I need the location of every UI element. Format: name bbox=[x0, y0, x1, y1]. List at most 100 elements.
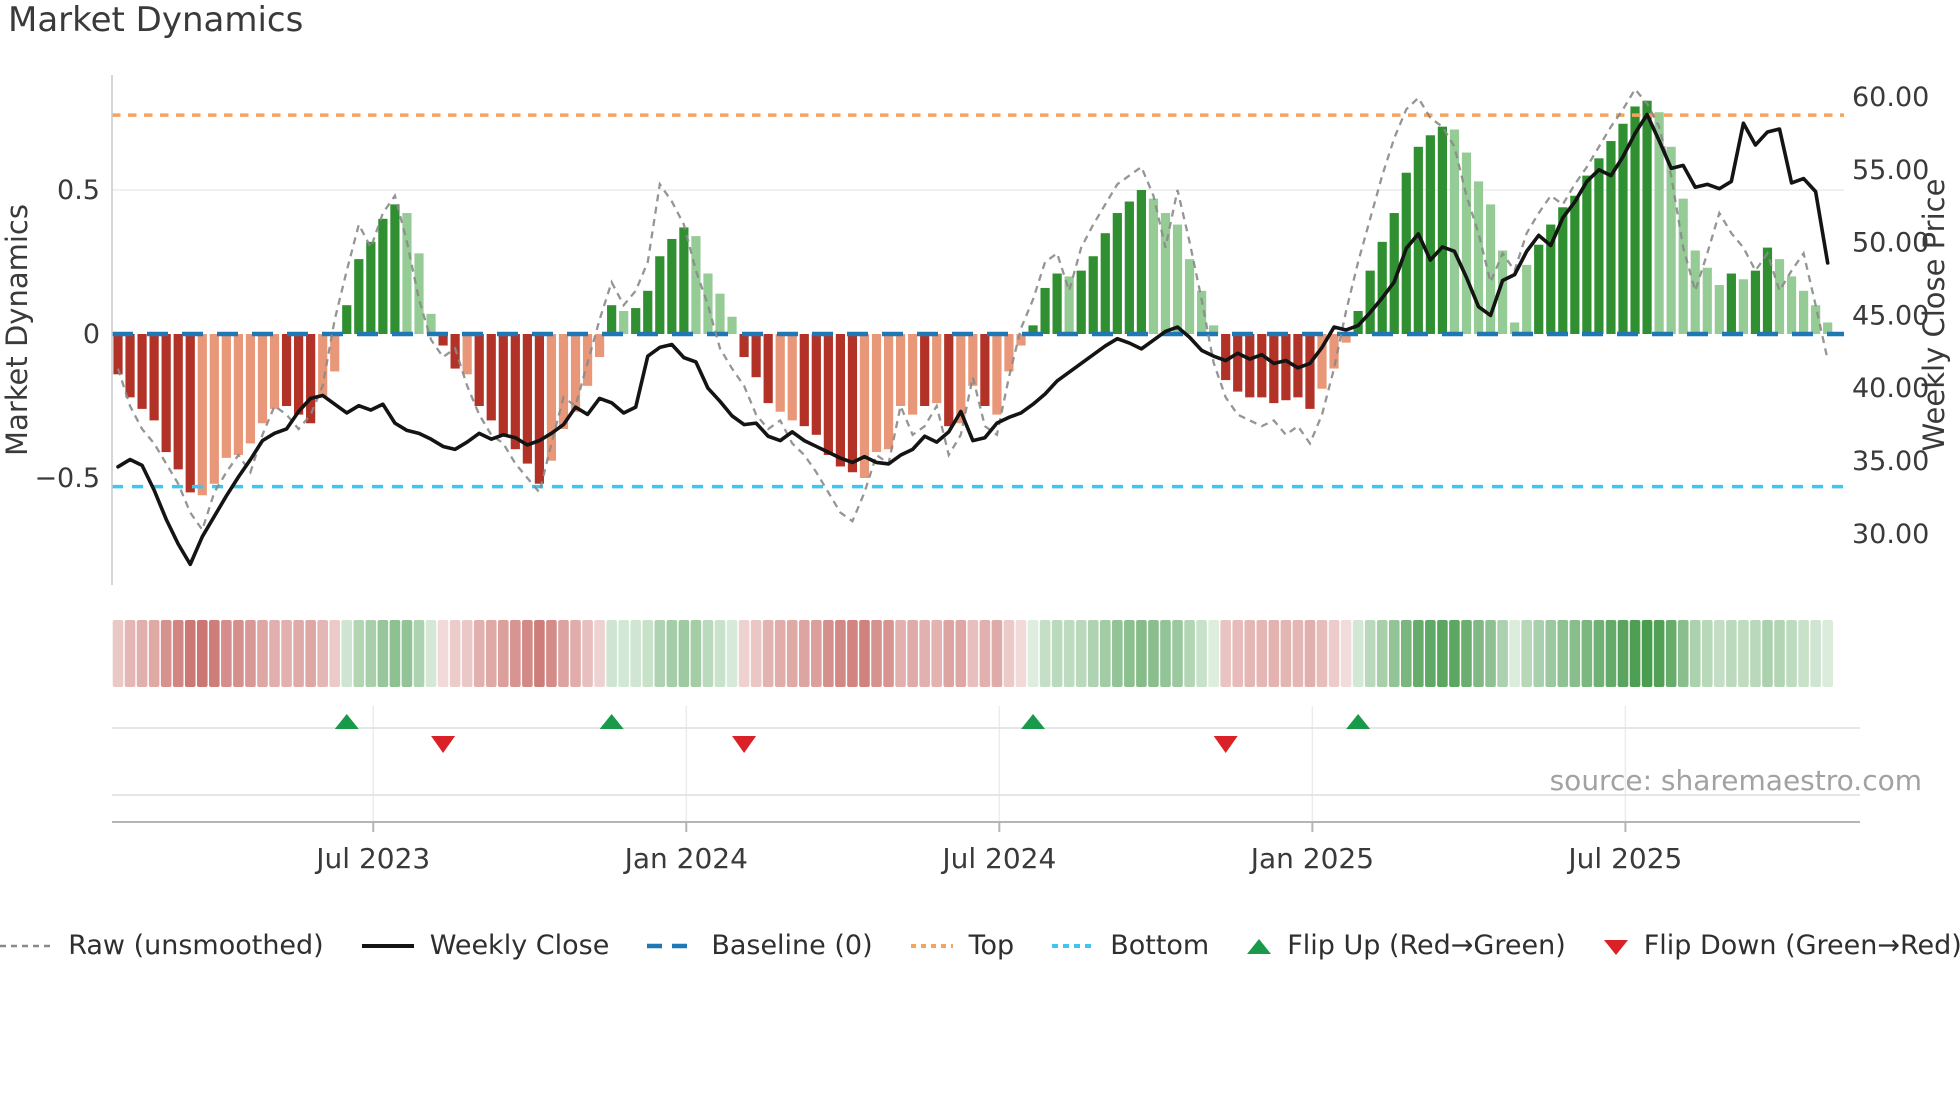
heatmap-cell bbox=[1509, 620, 1520, 687]
right-tick-label: 50.00 bbox=[1852, 228, 1929, 259]
heatmap-cell bbox=[160, 620, 172, 687]
dynamics-bar bbox=[1473, 181, 1484, 334]
dynamics-bar bbox=[1052, 273, 1062, 334]
dynamics-bar bbox=[1257, 334, 1267, 398]
dynamics-bar bbox=[318, 334, 328, 398]
right-tick-label: 35.00 bbox=[1852, 446, 1929, 477]
dynamics-bar bbox=[197, 334, 207, 496]
heatmap-cell bbox=[305, 620, 316, 687]
dynamics-bar bbox=[1148, 198, 1159, 334]
flip-up-marker bbox=[1346, 714, 1371, 729]
dynamics-bar bbox=[1594, 158, 1604, 334]
dynamics-bar bbox=[1377, 241, 1387, 334]
dynamics-bar bbox=[1160, 213, 1171, 334]
heatmap-cell bbox=[774, 620, 786, 687]
right-tick-label: 45.00 bbox=[1852, 300, 1929, 331]
dynamics-bar bbox=[1762, 247, 1773, 334]
heatmap-cell bbox=[1051, 620, 1063, 687]
bottom-band-sample-icon bbox=[1052, 943, 1095, 948]
dynamics-bar bbox=[859, 334, 870, 478]
heatmap-cell bbox=[365, 620, 377, 687]
dynamics-bar bbox=[462, 334, 472, 375]
dynamics-bar bbox=[1750, 270, 1761, 334]
dynamics-bar bbox=[1197, 290, 1207, 334]
heatmap-cell bbox=[1605, 620, 1617, 687]
heatmap-cell bbox=[642, 620, 654, 687]
dynamics-bar bbox=[1413, 146, 1423, 334]
dynamics-bar bbox=[1546, 224, 1556, 334]
heatmap-cell bbox=[919, 620, 930, 687]
dynamics-bar bbox=[619, 310, 629, 334]
heatmap-cell bbox=[281, 620, 292, 687]
legend-item-weekly-close: Weekly Close bbox=[360, 930, 609, 961]
heatmap-cell bbox=[871, 620, 882, 687]
heatmap-cell bbox=[1701, 620, 1713, 687]
dynamics-bar bbox=[1293, 334, 1303, 398]
heatmap-cell bbox=[798, 620, 810, 687]
heatmap-cell bbox=[269, 620, 280, 687]
left-tick-label: 0 bbox=[83, 319, 100, 350]
dynamics-bar bbox=[932, 334, 942, 404]
heatmap-cell bbox=[1750, 620, 1761, 687]
heatmap-cell bbox=[1388, 620, 1400, 687]
dynamics-bar bbox=[1209, 325, 1219, 334]
dynamics-bar bbox=[486, 334, 496, 421]
dynamics-bar bbox=[306, 334, 316, 424]
dynamics-bar bbox=[113, 334, 123, 375]
heatmap-cell bbox=[1437, 620, 1448, 687]
heatmap-cell bbox=[401, 620, 413, 687]
heatmap-cell bbox=[1099, 620, 1111, 687]
heatmap-cell bbox=[1075, 620, 1087, 687]
dynamics-bar bbox=[1124, 201, 1134, 334]
dynamics-bar bbox=[871, 334, 882, 453]
dynamics-bar bbox=[1184, 259, 1195, 334]
dynamics-bar bbox=[1811, 305, 1821, 334]
right-tick-label: 40.00 bbox=[1852, 373, 1929, 404]
heatmap-cell bbox=[112, 620, 124, 687]
dynamics-bar bbox=[257, 334, 268, 424]
dynamics-bar bbox=[992, 334, 1002, 415]
heatmap-cell bbox=[1172, 620, 1183, 687]
right-tick-label: 30.00 bbox=[1852, 519, 1929, 550]
dynamics-bar bbox=[1317, 334, 1327, 389]
flip-marker-panel bbox=[112, 706, 1860, 832]
dynamics-bar bbox=[1630, 106, 1640, 334]
dynamics-bar bbox=[558, 334, 569, 430]
dynamics-bar bbox=[775, 334, 785, 412]
heatmap-cell bbox=[353, 620, 365, 687]
heatmap-cell bbox=[1376, 620, 1388, 687]
heatmap-cell bbox=[1413, 620, 1424, 687]
dynamics-bar bbox=[1064, 276, 1074, 334]
heatmap-cell bbox=[389, 620, 401, 687]
heatmap-cell bbox=[1569, 620, 1581, 687]
heatmap-cell bbox=[1521, 620, 1532, 687]
dynamics-bar bbox=[1425, 135, 1435, 334]
dynamics-bar bbox=[703, 273, 713, 334]
dynamics-bar bbox=[1726, 273, 1736, 334]
dynamics-bar bbox=[390, 204, 400, 334]
legend-item-top: Top bbox=[909, 930, 1014, 961]
heatmap-cell bbox=[943, 620, 955, 687]
dynamics-bar bbox=[883, 334, 894, 450]
dynamics-bar bbox=[342, 305, 352, 334]
dynamics-bar bbox=[607, 305, 617, 334]
dynamics-bar bbox=[655, 256, 665, 334]
dynamics-bar bbox=[354, 259, 364, 334]
baseline-sample-icon bbox=[647, 943, 696, 948]
dynamics-bar bbox=[1522, 264, 1532, 334]
heatmap-cell bbox=[931, 620, 943, 687]
heatmap-cell bbox=[1738, 620, 1749, 687]
heatmap-cell bbox=[172, 620, 184, 687]
left-tick-label: 0.5 bbox=[57, 175, 100, 206]
heatmap-cell bbox=[136, 620, 148, 687]
legend-label-baseline: Baseline (0) bbox=[711, 930, 873, 961]
flip-up-marker bbox=[334, 714, 359, 729]
dynamics-bar bbox=[245, 334, 256, 444]
heatmap-cell bbox=[690, 620, 702, 687]
heatmap-cell bbox=[835, 620, 846, 687]
dynamics-bar bbox=[679, 227, 689, 334]
dynamics-bar bbox=[1702, 267, 1712, 334]
flip-up-triangle-icon bbox=[1247, 938, 1272, 954]
heatmap-cell bbox=[1112, 620, 1123, 687]
heatmap-cell bbox=[762, 620, 774, 687]
